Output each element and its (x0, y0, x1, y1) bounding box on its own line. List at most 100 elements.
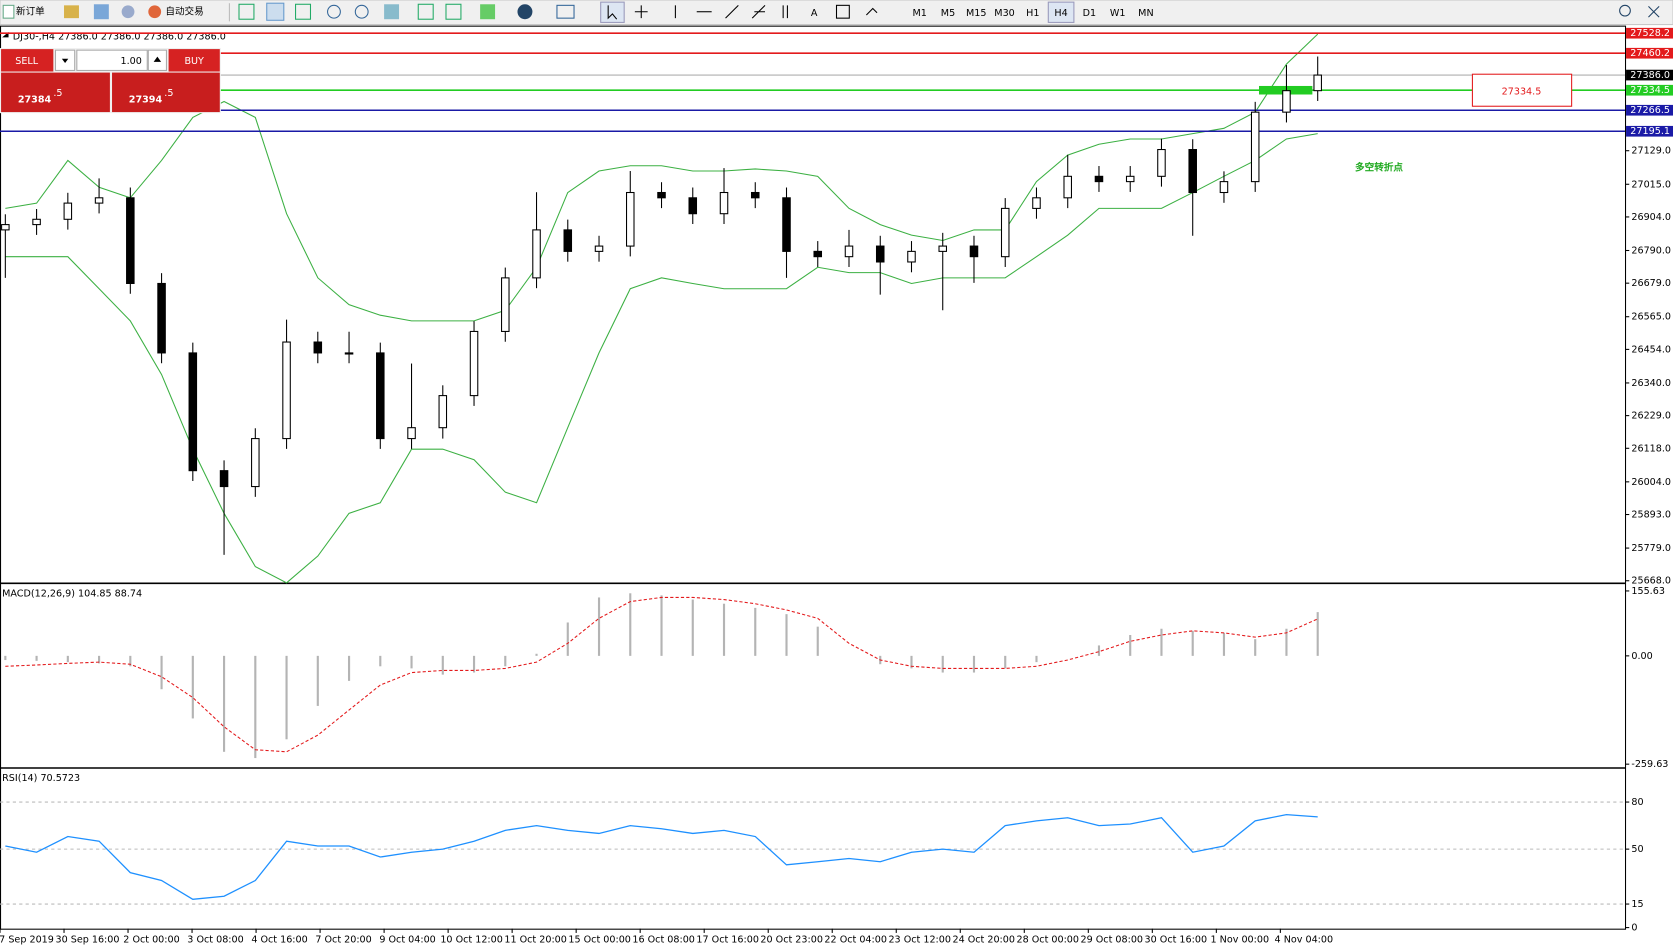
active-timeframe (1047, 1, 1075, 23)
auto-trading-button[interactable]: 自动交易 (148, 5, 204, 19)
zoom-in-icon[interactable] (327, 4, 341, 19)
crosshair-tool[interactable] (634, 5, 648, 19)
x-tick-label: 23 Oct 12:00 (888, 934, 951, 945)
macd-bar (1129, 635, 1132, 656)
sell-price-fraction: .5 (53, 88, 62, 99)
y-tick-label: 27129.0 (1631, 146, 1671, 157)
timeframe-button[interactable]: H4 (1054, 8, 1067, 19)
candle-body (501, 277, 510, 332)
candle-body (1000, 207, 1010, 258)
bar-chart-icon[interactable] (238, 3, 255, 20)
candle-body (1094, 175, 1104, 183)
x-tick-label: 15 Oct 00:00 (568, 934, 631, 945)
candle-chart-icon[interactable] (266, 2, 285, 21)
icon (2, 4, 15, 19)
macd-bar (98, 655, 101, 664)
timeframe-button[interactable]: D1 (1083, 8, 1096, 19)
tile-icon[interactable] (384, 4, 400, 20)
candle-body (1157, 149, 1166, 177)
new-order-button[interactable]: 新订单 (2, 4, 45, 19)
candle-body (1313, 74, 1322, 92)
candle-body (1219, 181, 1229, 194)
x-tick-label: 30 Sep 16:00 (55, 934, 119, 945)
macd-bar (347, 655, 351, 681)
macd-bar (285, 655, 288, 740)
periods-icon[interactable] (517, 4, 533, 20)
x-tick-label: 16 Oct 08:00 (632, 934, 695, 945)
zoom-out-icon[interactable] (354, 4, 369, 19)
line-chart-icon[interactable] (295, 3, 312, 20)
settings-icon[interactable] (1648, 6, 1660, 18)
timeframe-button[interactable]: M1 (913, 8, 927, 19)
macd-bar (941, 655, 944, 673)
label-tool[interactable] (835, 4, 850, 19)
timeframe-button[interactable]: M30 (994, 8, 1014, 19)
buy-price[interactable]: 27394 .5 (112, 72, 220, 113)
timeframe-button[interactable]: M5 (941, 8, 955, 19)
macd-bar (1316, 612, 1319, 656)
volume-input[interactable] (76, 49, 148, 71)
macd-bar (910, 655, 913, 669)
fibo-tool[interactable] (751, 4, 766, 19)
macd-bar (535, 653, 538, 656)
y-tick-label: 26118.0 (1631, 443, 1671, 454)
sell-bg (1, 49, 54, 72)
macd-bar (816, 626, 819, 656)
sell-price[interactable]: 27384 .5 (1, 72, 110, 113)
macd-bar (660, 595, 663, 656)
channel-tool[interactable] (782, 5, 788, 19)
candle-body (1282, 90, 1291, 113)
cursor-tool[interactable] (600, 1, 625, 23)
autoscroll-icon[interactable] (417, 3, 434, 20)
timeframe-button[interactable]: W1 (1110, 8, 1126, 19)
buy-button[interactable]: BUY (168, 49, 220, 72)
arrows-tool[interactable] (865, 7, 878, 16)
text-tool[interactable]: A (811, 8, 818, 19)
macd-bar (504, 655, 507, 667)
y-tick-label: 26340.0 (1631, 378, 1671, 389)
icon[interactable] (64, 5, 79, 19)
buy-price-fraction: .5 (164, 88, 173, 99)
shift-icon[interactable] (445, 3, 462, 20)
y-tick-label: 26229.0 (1631, 411, 1671, 422)
cursor-icon (607, 5, 618, 20)
icon[interactable] (93, 4, 109, 20)
candle-body (563, 229, 573, 252)
candle-body (782, 197, 791, 252)
candle-body (1250, 111, 1260, 183)
candle-body (1188, 149, 1197, 194)
y-tick-label: -259.63 (1631, 759, 1668, 770)
candle-body (282, 341, 291, 440)
trendline-tool[interactable] (725, 4, 739, 19)
one-click-trading: SELL 1.00 BUY 27384 .5 27394 .5 (0, 48, 221, 114)
candle-body (188, 352, 198, 472)
search-icon[interactable] (1619, 4, 1631, 17)
macd-bar (629, 593, 632, 656)
timeframe-button[interactable]: M15 (966, 8, 986, 19)
x-tick-label: 2 Oct 00:00 (123, 934, 179, 945)
sell-price-main: 27384 (18, 94, 52, 105)
sell-button[interactable]: SELL (1, 49, 54, 72)
macd-bar (441, 655, 444, 675)
macd-bar (1254, 639, 1257, 656)
y-tick-label: 15 (1631, 899, 1643, 910)
macd-bar (4, 655, 7, 661)
indicators-icon[interactable] (480, 4, 496, 20)
candle-body (94, 197, 104, 204)
y-tick-label: 27015.0 (1631, 179, 1671, 190)
macd-bar (35, 655, 38, 661)
icon[interactable] (121, 5, 135, 19)
macd-bar (566, 622, 569, 656)
timeframe-button[interactable]: MN (1138, 8, 1153, 19)
macd-bar (1035, 655, 1038, 663)
x-tick-label: 29 Oct 08:00 (1081, 934, 1144, 945)
candle-body (875, 245, 885, 263)
timeframe-button[interactable]: H1 (1026, 8, 1039, 19)
x-tick-label: 9 Oct 04:00 (379, 934, 435, 945)
candle-body (1125, 175, 1135, 183)
templates-icon[interactable] (556, 4, 575, 19)
symbol-info: DJ30-,H4 27386.0 27386.0 27386.0 27386.0 (13, 31, 226, 42)
y-tick-label: 25893.0 (1631, 510, 1671, 521)
plot-area: 27129.0 27015.0 26904.0 26790.0 26679.0 26565… (0, 27, 1673, 945)
